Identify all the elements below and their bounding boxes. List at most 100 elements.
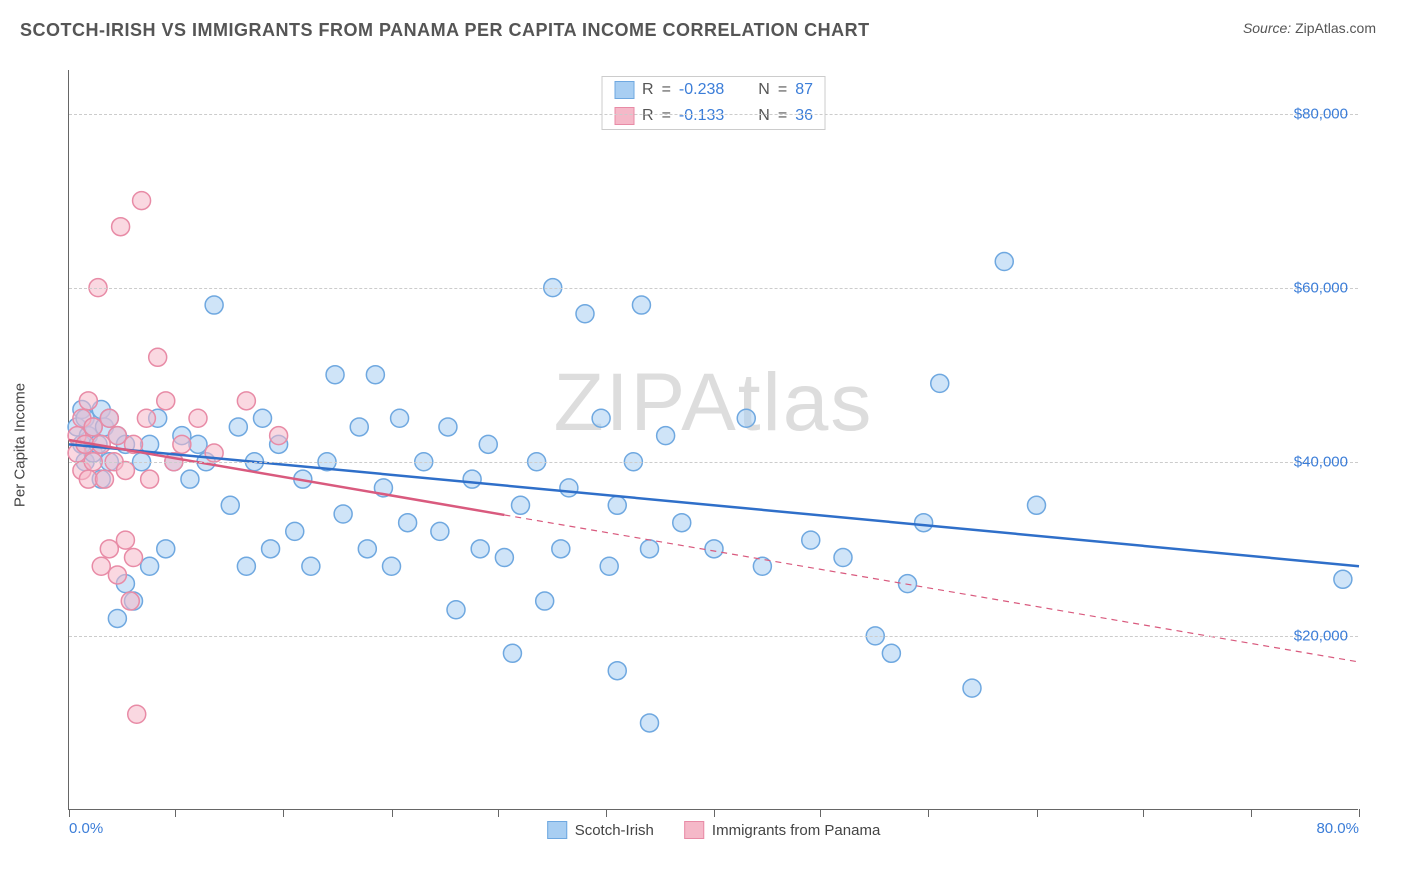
- data-point: [149, 348, 167, 366]
- data-point: [254, 409, 272, 427]
- xtick: [606, 809, 607, 817]
- xtick: [69, 809, 70, 817]
- data-point: [108, 566, 126, 584]
- data-point: [899, 575, 917, 593]
- source-label: Source:: [1243, 20, 1291, 36]
- xtick: [283, 809, 284, 817]
- data-point: [262, 540, 280, 558]
- stat-r-value-1: -0.238: [679, 81, 724, 99]
- gridline: [69, 462, 1358, 463]
- data-point: [350, 418, 368, 436]
- data-point: [237, 392, 255, 410]
- data-point: [641, 540, 659, 558]
- data-point: [334, 505, 352, 523]
- data-point: [100, 409, 118, 427]
- data-point: [121, 592, 139, 610]
- data-point: [463, 470, 481, 488]
- data-point: [915, 514, 933, 532]
- stat-r-label: R: [642, 81, 654, 99]
- data-point: [128, 705, 146, 723]
- data-point: [657, 427, 675, 445]
- data-point: [270, 427, 288, 445]
- chart-container: Per Capita Income ZIPAtlas R = -0.238 N …: [50, 60, 1380, 830]
- data-point: [108, 609, 126, 627]
- data-point: [576, 305, 594, 323]
- data-point: [737, 409, 755, 427]
- data-point: [141, 470, 159, 488]
- data-point: [366, 366, 384, 384]
- data-point: [391, 409, 409, 427]
- data-point: [1028, 496, 1046, 514]
- data-point: [141, 557, 159, 575]
- data-point: [641, 714, 659, 732]
- plot-area: ZIPAtlas R = -0.238 N = 87 R = -0.133 N: [68, 70, 1358, 810]
- data-point: [157, 392, 175, 410]
- data-point: [882, 644, 900, 662]
- legend-label-1: Scotch-Irish: [575, 822, 654, 839]
- data-point: [536, 592, 554, 610]
- data-point: [673, 514, 691, 532]
- stat-eq: =: [778, 81, 787, 99]
- data-point: [495, 549, 513, 567]
- stat-r-value-2: -0.133: [679, 107, 724, 125]
- xtick-label: 80.0%: [1316, 820, 1359, 837]
- data-point: [632, 296, 650, 314]
- stats-row-series1: R = -0.238 N = 87: [602, 77, 825, 103]
- gridline: [69, 636, 1358, 637]
- data-point: [1334, 570, 1352, 588]
- y-axis-label: Per Capita Income: [12, 383, 29, 507]
- data-point: [173, 435, 191, 453]
- data-point: [302, 557, 320, 575]
- stat-eq: =: [662, 107, 671, 125]
- legend-item-series1: Scotch-Irish: [547, 821, 654, 839]
- data-point: [286, 522, 304, 540]
- source-attribution: Source: ZipAtlas.com: [1243, 20, 1376, 36]
- data-point: [205, 296, 223, 314]
- data-point: [399, 514, 417, 532]
- stats-row-series2: R = -0.133 N = 36: [602, 103, 825, 129]
- data-point: [229, 418, 247, 436]
- xtick: [820, 809, 821, 817]
- data-point: [479, 435, 497, 453]
- data-point: [95, 470, 113, 488]
- stat-n-label: N: [758, 107, 770, 125]
- data-point: [79, 470, 97, 488]
- ytick-label: $40,000: [1294, 453, 1348, 470]
- ytick-label: $20,000: [1294, 627, 1348, 644]
- plot-svg: [69, 70, 1358, 809]
- xtick: [928, 809, 929, 817]
- data-point: [592, 409, 610, 427]
- gridline: [69, 114, 1358, 115]
- data-point: [802, 531, 820, 549]
- data-point: [84, 418, 102, 436]
- swatch-series1: [614, 81, 634, 99]
- data-point: [995, 253, 1013, 271]
- data-point: [560, 479, 578, 497]
- data-point: [189, 409, 207, 427]
- data-point: [133, 192, 151, 210]
- stat-r-label: R: [642, 107, 654, 125]
- xtick: [1251, 809, 1252, 817]
- data-point: [608, 496, 626, 514]
- xtick: [392, 809, 393, 817]
- stats-legend-box: R = -0.238 N = 87 R = -0.133 N = 36: [601, 76, 826, 130]
- stat-n-value-1: 87: [795, 81, 813, 99]
- data-point: [358, 540, 376, 558]
- data-point: [512, 496, 530, 514]
- data-point: [503, 644, 521, 662]
- swatch-series2: [684, 821, 704, 839]
- data-point: [100, 540, 118, 558]
- data-point: [157, 540, 175, 558]
- xtick: [175, 809, 176, 817]
- legend-item-series2: Immigrants from Panama: [684, 821, 880, 839]
- swatch-series2: [614, 107, 634, 125]
- data-point: [383, 557, 401, 575]
- data-point: [705, 540, 723, 558]
- trendline-solid: [69, 440, 504, 515]
- xtick: [1359, 809, 1360, 817]
- legend-bottom: Scotch-Irish Immigrants from Panama: [547, 821, 881, 839]
- header: SCOTCH-IRISH VS IMMIGRANTS FROM PANAMA P…: [0, 0, 1406, 51]
- xtick: [714, 809, 715, 817]
- stat-n-label: N: [758, 81, 770, 99]
- data-point: [431, 522, 449, 540]
